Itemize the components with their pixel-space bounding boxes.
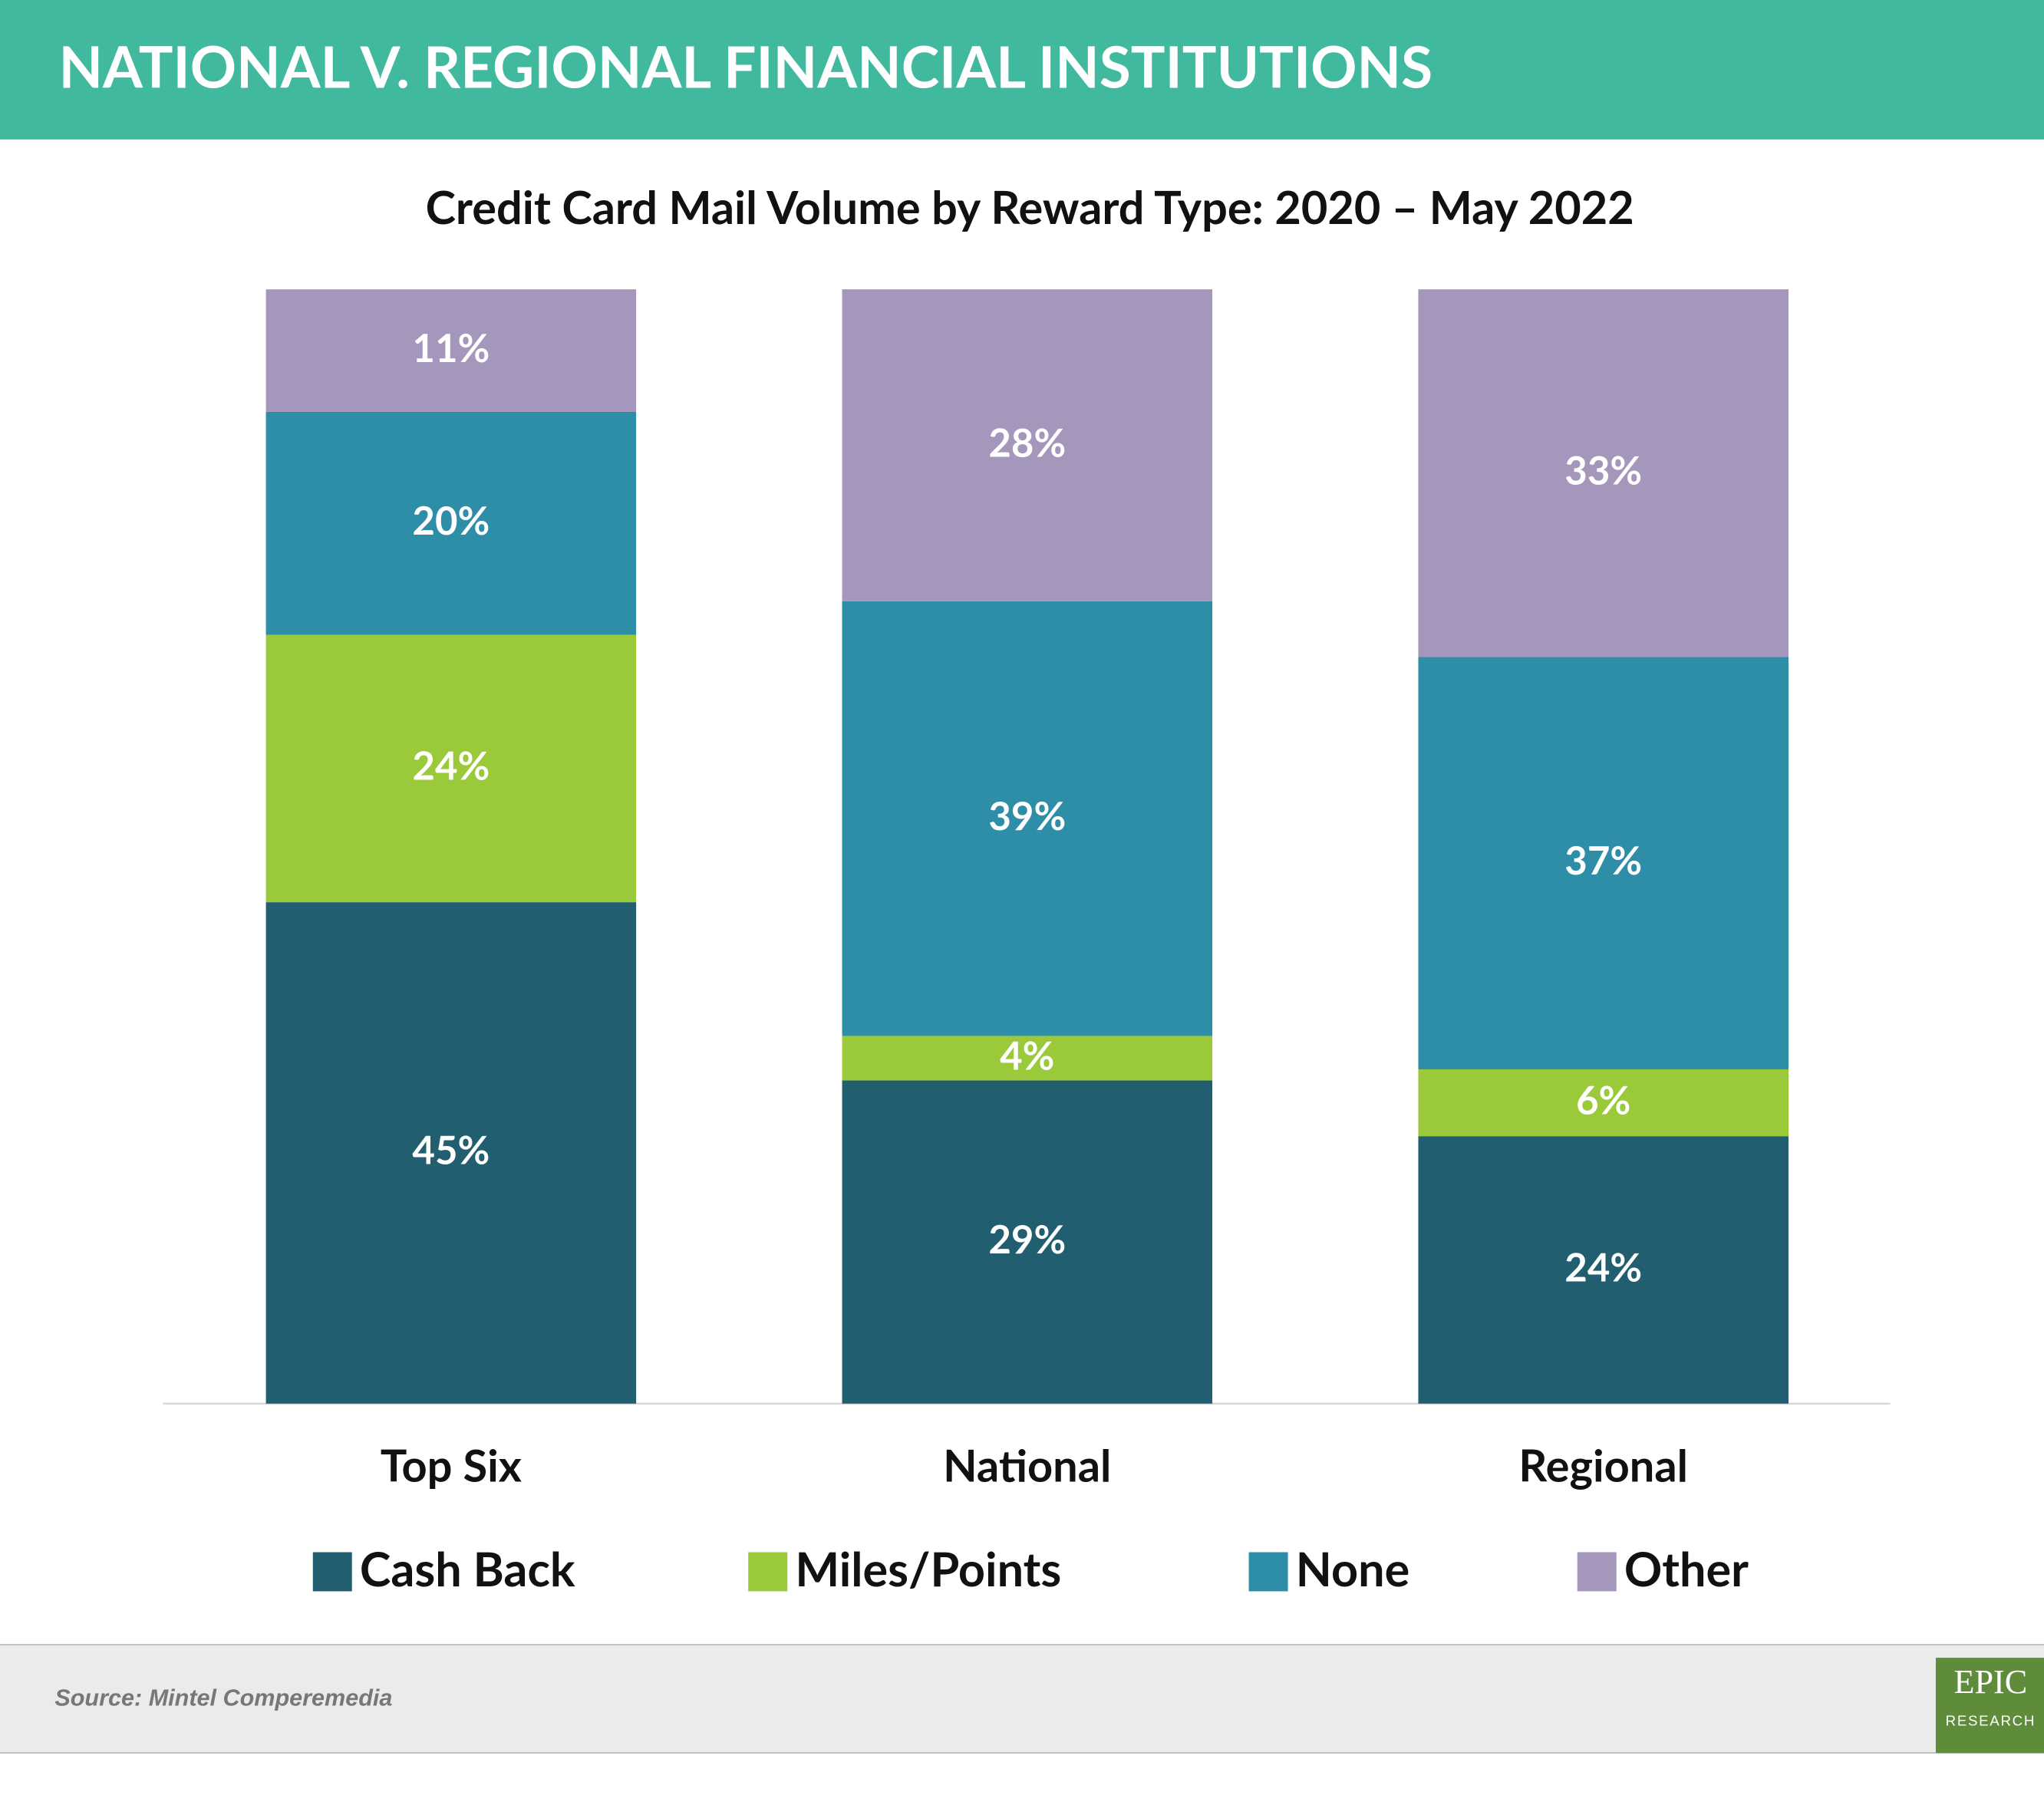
data-label: 37% (1564, 836, 1642, 883)
data-label: 45% (412, 1126, 490, 1173)
data-label: 28% (988, 418, 1066, 465)
bar-segment (1418, 1069, 1788, 1137)
legend-swatch (748, 1552, 788, 1592)
bar-segment (1418, 289, 1788, 657)
bar-segment (265, 289, 637, 412)
footer-band (0, 1645, 2044, 1754)
bar-segment (265, 411, 637, 635)
legend-label: Cash Back (360, 1541, 575, 1597)
bar-segment (842, 601, 1213, 1036)
data-label: 20% (412, 496, 490, 543)
data-label: 29% (988, 1215, 1066, 1262)
header-band (0, 0, 2044, 140)
data-label: 24% (1564, 1243, 1642, 1289)
logo (1935, 1658, 2044, 1754)
bar-segment (842, 1080, 1213, 1404)
bar-segment (1418, 657, 1788, 1070)
data-label: 4% (1000, 1031, 1054, 1078)
bar-segment (265, 902, 637, 1404)
x-tick-label: Regional (1518, 1438, 1688, 1491)
bar-segment (842, 289, 1213, 601)
legend-swatch (1577, 1552, 1617, 1592)
legend-swatch (312, 1552, 352, 1592)
legend-label: Other (1624, 1541, 1749, 1597)
bar-segment (265, 634, 637, 903)
data-label: 39% (988, 792, 1066, 838)
data-label: 24% (412, 742, 490, 789)
data-label: 33% (1564, 446, 1642, 493)
data-label: 6% (1576, 1075, 1630, 1122)
bar-segment (1418, 1136, 1788, 1404)
chart-title: Credit Card Mail Volume by Reward Type: … (426, 179, 1634, 234)
data-label: 11% (412, 324, 490, 371)
x-tick-label: Top Six (381, 1438, 522, 1491)
header-title: NATIONAL V. REGIONAL FINANCIAL INSTITUTI… (58, 31, 1432, 100)
x-tick-label: National (943, 1438, 1111, 1491)
legend-label: None (1296, 1541, 1409, 1597)
legend-swatch (1248, 1552, 1288, 1592)
logo-subtext: RESEARCH (1946, 1712, 2036, 1728)
bar-segment (842, 1036, 1213, 1081)
source-note: Source: Mintel Comperemedia (54, 1685, 392, 1711)
logo-text: EPIC (1953, 1663, 2027, 1701)
legend-label: Miles/Points (795, 1541, 1061, 1597)
